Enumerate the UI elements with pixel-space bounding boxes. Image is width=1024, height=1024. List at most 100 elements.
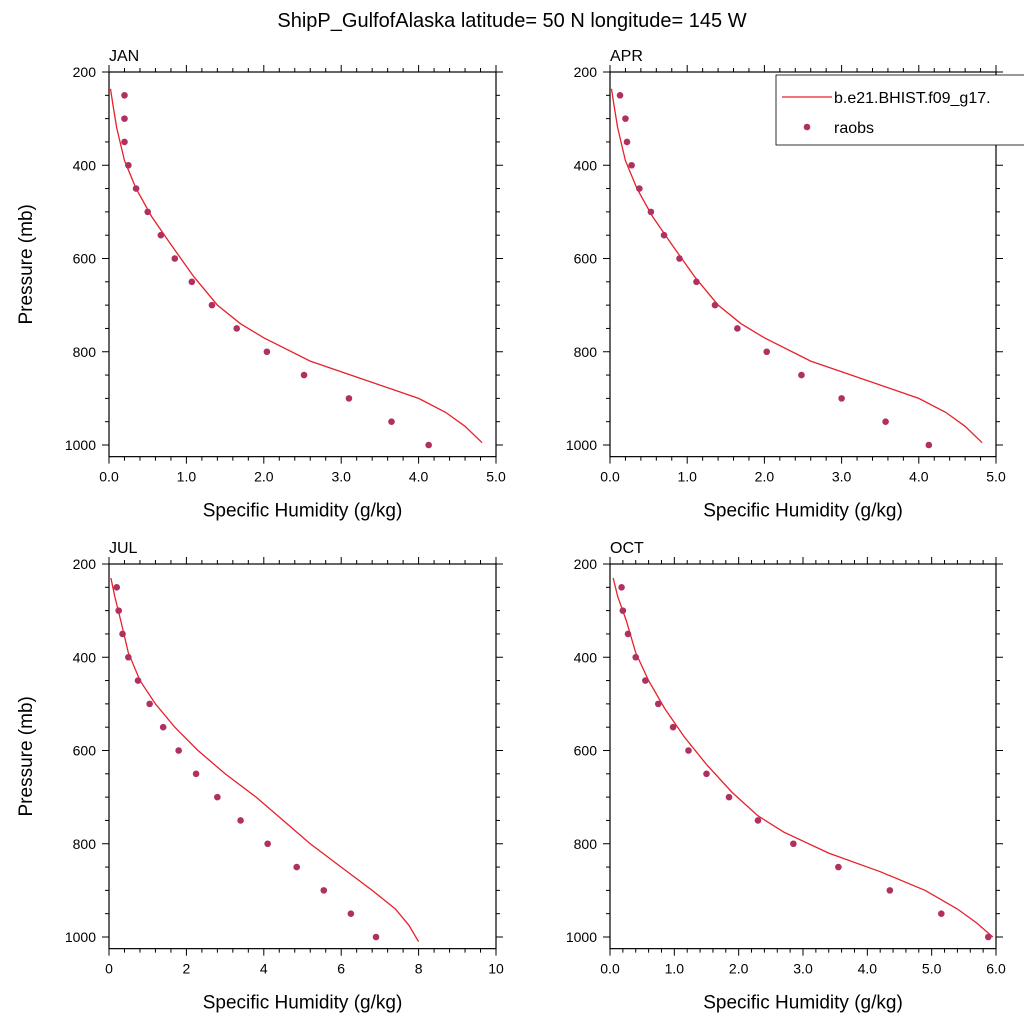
x-tick-label: 5.0 [986, 469, 1006, 485]
obs-point [654, 700, 662, 708]
obs-point [159, 723, 167, 731]
y-axis-label: Pressure (mb) [16, 696, 37, 816]
y-axis-label: Pressure (mb) [16, 204, 37, 324]
obs-point [647, 208, 655, 216]
x-axis-label: Specific Humidity (g/kg) [703, 501, 903, 522]
y-tick-label: 1000 [566, 437, 597, 453]
obs-point [984, 933, 992, 941]
x-tick-label: 4.0 [409, 469, 429, 485]
x-tick-label: 1.0 [177, 469, 197, 485]
series-line-model [612, 577, 994, 938]
x-tick-label: 0.0 [99, 469, 119, 485]
series-line-model [109, 88, 483, 444]
obs-point [618, 584, 625, 591]
series-line-model [110, 577, 420, 943]
y-tick-label: 800 [574, 344, 598, 360]
obs-point [132, 185, 140, 192]
panel-title: JUL [109, 540, 138, 557]
plot-frame [108, 71, 497, 458]
obs-point [388, 418, 395, 425]
x-tick-label: 8 [415, 961, 423, 977]
y-tick-label: 200 [73, 556, 97, 572]
obs-point [632, 653, 640, 661]
obs-point [711, 301, 719, 309]
obs-point [293, 863, 300, 871]
obs-point [175, 747, 182, 754]
x-tick-label: 4 [260, 961, 268, 977]
obs-point [628, 161, 635, 169]
y-tick-label: 400 [574, 157, 598, 173]
y-tick-label: 1000 [65, 929, 96, 945]
obs-point [669, 723, 677, 731]
obs-point [616, 92, 624, 99]
x-tick-label: 3.0 [331, 469, 351, 485]
obs-point [121, 138, 128, 146]
x-tick-label: 1.0 [665, 961, 685, 977]
x-tick-label: 0.0 [600, 469, 620, 485]
obs-point [425, 441, 432, 449]
y-tick-label: 800 [73, 344, 97, 360]
obs-point [113, 584, 121, 591]
y-tick-label: 400 [73, 649, 97, 665]
obs-point [347, 910, 355, 917]
y-tick-label: 800 [574, 836, 598, 852]
obs-point [263, 348, 271, 356]
x-axis-label: Specific Humidity (g/kg) [203, 993, 403, 1014]
obs-point [693, 278, 700, 286]
y-tick-label: 800 [73, 836, 97, 852]
obs-point [636, 185, 643, 192]
obs-point [798, 371, 805, 379]
obs-point [642, 677, 649, 684]
panel-title: JAN [109, 48, 139, 65]
obs-point [685, 747, 692, 754]
y-tick-label: 600 [73, 743, 97, 759]
y-tick-label: 600 [574, 251, 598, 267]
panel-apr: 0.0 1.0 2.0 3.0 4.0 5.0 200 400 600 800 1000 APR Spe… [566, 48, 1024, 522]
y-tick-label: 400 [73, 157, 97, 173]
obs-point [838, 395, 845, 402]
obs-point [192, 770, 200, 778]
x-tick-label: 3.0 [832, 469, 852, 485]
obs-point [925, 441, 933, 449]
obs-point [725, 793, 733, 801]
x-tick-label: 1.0 [677, 469, 697, 485]
legend-obs-label: raobs [834, 120, 874, 137]
obs-point [624, 630, 632, 638]
panel-title: OCT [610, 540, 644, 557]
obs-point [237, 817, 244, 824]
obs-point [734, 325, 741, 332]
plot-frame [609, 71, 997, 458]
obs-point [134, 677, 142, 684]
x-tick-label: 10 [488, 961, 504, 977]
obs-point [622, 115, 629, 122]
obs-point [121, 92, 128, 99]
obs-point [264, 840, 271, 848]
obs-point [121, 115, 128, 122]
obs-point [188, 278, 196, 286]
y-tick-label: 200 [73, 64, 97, 80]
obs-point [886, 887, 894, 894]
obs-point [125, 653, 132, 661]
obs-point [320, 887, 328, 894]
x-tick-label: 3.0 [793, 961, 813, 977]
obs-point [233, 325, 241, 332]
obs-point [790, 840, 797, 848]
x-axis-label: Specific Humidity (g/kg) [203, 501, 403, 522]
x-tick-label: 0 [105, 961, 113, 977]
obs-point [208, 301, 216, 309]
obs-point [660, 231, 668, 239]
obs-point [754, 817, 762, 824]
obs-point [676, 255, 683, 262]
y-tick-label: 200 [574, 556, 598, 572]
obs-point [157, 231, 165, 239]
obs-point [119, 630, 126, 638]
panel-title: APR [610, 48, 643, 65]
obs-point [619, 607, 627, 614]
legend-marker-swatch [803, 123, 811, 131]
x-tick-label: 2 [183, 961, 191, 977]
obs-point [372, 933, 380, 941]
obs-point [623, 138, 631, 146]
obs-point [115, 607, 122, 614]
x-tick-label: 0.0 [600, 961, 620, 977]
